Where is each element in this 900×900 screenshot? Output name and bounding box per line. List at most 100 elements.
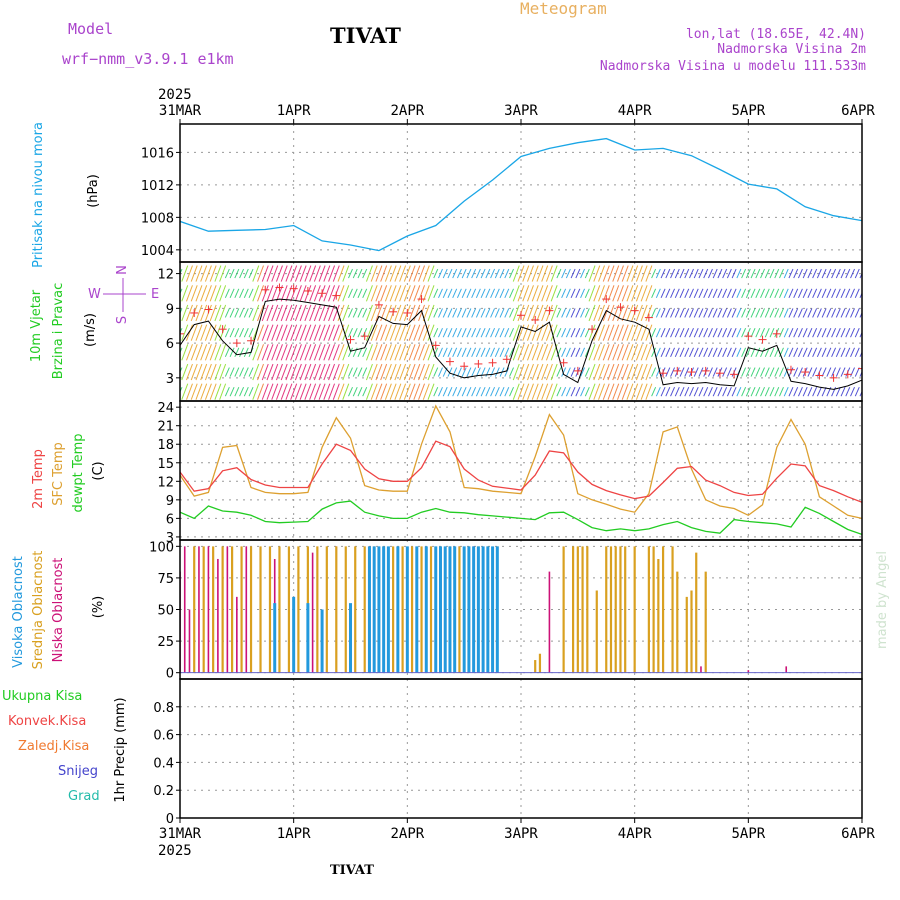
x-tick-label-bottom: 5APR bbox=[731, 826, 765, 842]
wind-arrow bbox=[565, 347, 571, 358]
wind-arrow bbox=[313, 383, 321, 400]
wind-arrow bbox=[797, 327, 803, 338]
wind-arrow bbox=[575, 387, 581, 397]
wind-arrow bbox=[626, 324, 634, 341]
wind-arrow bbox=[640, 383, 648, 400]
wind-arrow bbox=[243, 327, 249, 338]
wind-arrow bbox=[684, 327, 690, 338]
wind-arrow bbox=[626, 285, 634, 302]
wind-arrow bbox=[665, 308, 671, 318]
wind-arrow bbox=[788, 387, 794, 397]
wind-arrow bbox=[285, 344, 293, 361]
wind-arrow bbox=[342, 383, 350, 400]
wind-arrow bbox=[602, 383, 610, 400]
wind-arrow bbox=[707, 367, 713, 377]
wind-arrow bbox=[200, 383, 208, 400]
wind-arrow bbox=[626, 363, 634, 381]
wind-arrow bbox=[850, 327, 855, 338]
wind-arrow bbox=[764, 387, 770, 397]
wind-arrow bbox=[413, 265, 421, 282]
wind-arrow bbox=[461, 387, 467, 397]
wind-arrow bbox=[850, 347, 855, 358]
wind-arrow bbox=[362, 367, 368, 377]
wind-arrow bbox=[418, 265, 426, 282]
wind-arrow bbox=[651, 367, 657, 377]
wind-arrow bbox=[835, 288, 841, 298]
wind-arrow bbox=[522, 304, 530, 322]
wind-arrow bbox=[593, 363, 601, 381]
product-title: Meteogram bbox=[520, 0, 607, 18]
wind-arrow bbox=[726, 268, 732, 279]
pressure-unit: (hPa) bbox=[86, 174, 101, 208]
wind-arrow bbox=[438, 387, 443, 397]
wind-arrow bbox=[598, 285, 605, 302]
wind-arrow bbox=[186, 324, 193, 341]
wind-arrow bbox=[352, 288, 358, 298]
wind-arrow bbox=[456, 367, 462, 377]
x-tick-label-bottom: 3APR bbox=[504, 826, 538, 842]
wind-arrow bbox=[261, 324, 269, 341]
wind-arrow bbox=[494, 308, 500, 318]
wind-arrow bbox=[635, 344, 643, 361]
wind-body bbox=[180, 265, 862, 400]
wind-arrow bbox=[195, 383, 203, 400]
wind-arrow bbox=[399, 304, 407, 322]
wind-arrow bbox=[357, 367, 363, 377]
wind-arrow bbox=[342, 324, 350, 341]
wind-arrow bbox=[332, 265, 340, 282]
wind-arrow bbox=[760, 367, 765, 377]
wind-arrow bbox=[313, 285, 321, 302]
wind-arrow bbox=[779, 367, 784, 377]
wind-arrow bbox=[234, 387, 240, 397]
wind-arrow bbox=[452, 347, 458, 358]
wind-arrow bbox=[365, 383, 373, 400]
x-tick-label-top: 3APR bbox=[504, 103, 538, 119]
wind-arrow bbox=[826, 347, 832, 358]
wind-arrow bbox=[698, 347, 704, 358]
wind-arrow bbox=[257, 285, 264, 302]
wind-arrow bbox=[480, 347, 486, 358]
wind-arrow bbox=[290, 383, 298, 400]
x-tick-label-top: 6APR bbox=[841, 103, 875, 119]
wind-arrow bbox=[442, 327, 448, 338]
wind-arrow bbox=[337, 344, 345, 361]
wind-arrow bbox=[275, 363, 283, 381]
wind-arrow bbox=[570, 268, 576, 279]
wind-arrow bbox=[689, 327, 694, 338]
wind-arrow bbox=[684, 308, 690, 318]
wind-arrow bbox=[712, 347, 718, 358]
x-tick-label-top: 5APR bbox=[731, 103, 765, 119]
wind-arrow bbox=[517, 363, 525, 381]
wind-arrow bbox=[323, 265, 331, 282]
wind-arrow bbox=[593, 285, 601, 302]
wind-arrow bbox=[239, 268, 245, 279]
wind-arrow bbox=[394, 265, 402, 282]
wind-arrow bbox=[570, 347, 576, 358]
wind-arrow bbox=[433, 347, 439, 358]
wind-arrow bbox=[504, 308, 510, 318]
wind-arrow bbox=[466, 308, 472, 318]
wind-arrow bbox=[243, 387, 249, 397]
wind-arrow bbox=[285, 304, 293, 322]
wind-arrow bbox=[674, 327, 680, 338]
wind-arrow bbox=[403, 265, 411, 282]
wind-arrow bbox=[239, 288, 245, 298]
wind-arrow bbox=[859, 370, 862, 377]
wind-arrow bbox=[802, 327, 808, 338]
wind-arrow bbox=[328, 324, 336, 341]
wind-arrow bbox=[427, 383, 435, 400]
wind-arrow bbox=[807, 327, 813, 338]
wind-arrow bbox=[328, 285, 336, 302]
x-tick-label-top: 1APR bbox=[277, 103, 311, 119]
wind-arrow bbox=[408, 304, 416, 322]
midcloud-ylabel: Srednja Oblacnost bbox=[31, 551, 46, 670]
wind-arrow bbox=[209, 383, 217, 400]
temperature-y-tick-label: 24 bbox=[157, 401, 174, 416]
temperature-y-tick-label: 21 bbox=[157, 420, 174, 435]
wind-arrow bbox=[299, 324, 307, 341]
wind-arrow bbox=[337, 383, 345, 400]
wind-arrow bbox=[181, 344, 189, 361]
wind-arrow bbox=[275, 304, 283, 322]
wind-arrow bbox=[541, 285, 549, 302]
